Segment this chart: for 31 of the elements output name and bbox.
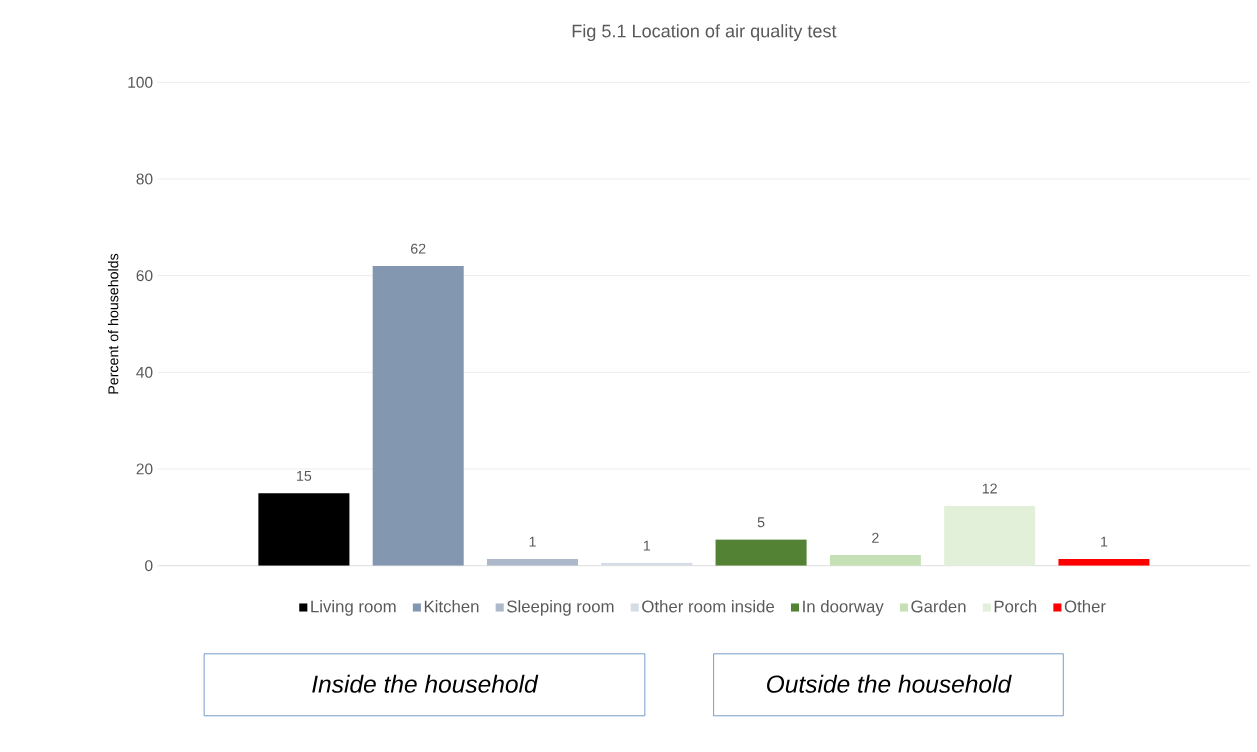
legend-label: Living room xyxy=(311,600,396,616)
y-tick-label: 60 xyxy=(136,270,153,282)
chart-title: Fig 5.1 Location of air quality test xyxy=(572,24,837,42)
text: Outside the household xyxy=(767,674,1012,694)
y-axis-title: Percent of households xyxy=(107,254,119,394)
legend-label: Kitchen xyxy=(424,600,479,613)
bar xyxy=(715,539,807,566)
data-label: 1 xyxy=(643,540,651,551)
text: Inside the household xyxy=(312,674,539,694)
y-tick-label: 80 xyxy=(136,173,153,185)
data-label: 1 xyxy=(529,537,536,547)
bar xyxy=(829,555,921,566)
legend-label: In doorway xyxy=(803,600,884,616)
bar xyxy=(372,266,464,566)
data-label: 1 xyxy=(1101,537,1108,547)
data-label: 62 xyxy=(411,243,426,254)
y-tick-label: 100 xyxy=(128,77,153,88)
legend-label: Other room inside xyxy=(642,600,775,613)
data-label: 15 xyxy=(297,471,312,482)
legend-label: Other xyxy=(1064,600,1106,613)
y-tick-label: 0 xyxy=(145,560,153,572)
legend-label: Porch xyxy=(994,600,1037,613)
data-label: 5 xyxy=(757,517,765,528)
data-label: 12 xyxy=(982,483,997,494)
y-tick-label: 40 xyxy=(136,367,153,378)
y-tick-label: 20 xyxy=(136,463,153,475)
data-label: 2 xyxy=(872,532,879,543)
bar xyxy=(944,505,1036,566)
legend-label: Sleeping room xyxy=(507,600,614,616)
bar xyxy=(258,493,350,566)
legend-label: Garden xyxy=(911,600,966,613)
